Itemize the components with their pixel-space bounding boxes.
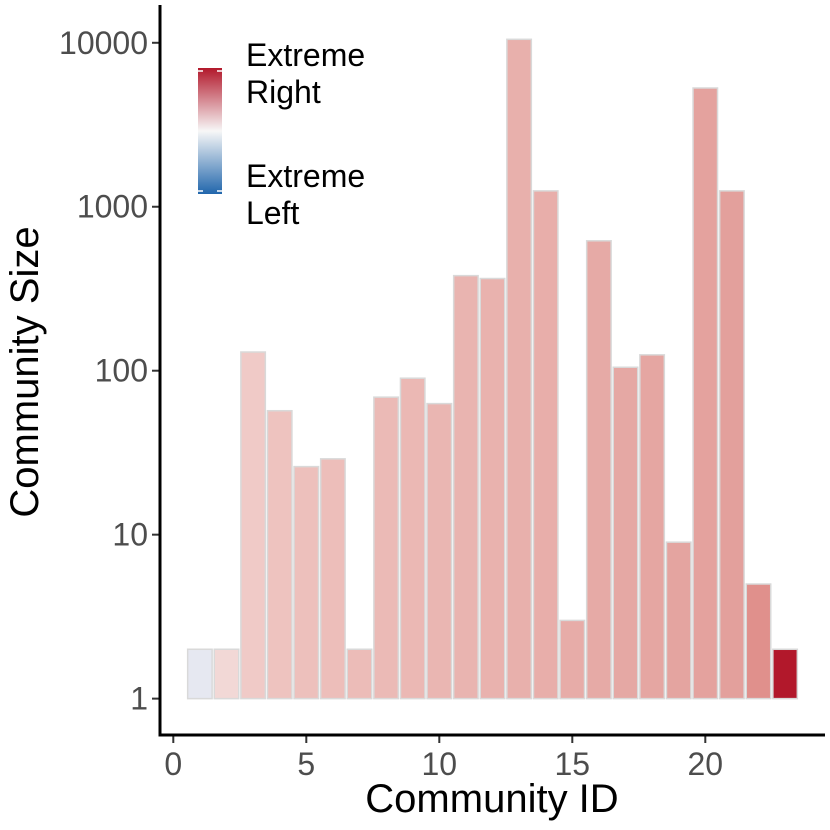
y-tick-label-1: 1: [130, 681, 148, 717]
bar-community-10: [426, 402, 453, 700]
legend-label-bottom: Extreme Left: [246, 158, 365, 231]
ticks-layer: 0 5 10 15 20 1 10 100 1000 10000: [59, 25, 723, 782]
x-tick-label-5: 5: [297, 746, 315, 782]
x-tick-label-15: 15: [555, 746, 591, 782]
bar-community-3: [240, 351, 267, 700]
bar-community-20: [692, 87, 719, 700]
axes-layer: [158, 5, 825, 737]
bars-layer: [186, 38, 799, 700]
legend: Extreme Right Extreme Left: [198, 37, 365, 231]
y-axis-title: Community Size: [3, 226, 47, 517]
bar-community-8: [373, 396, 400, 700]
bar-community-11: [452, 274, 479, 700]
bar-community-13: [506, 38, 533, 700]
x-tick-label-10: 10: [422, 746, 458, 782]
bar-community-4: [266, 409, 293, 700]
x-tick-label-0: 0: [164, 746, 182, 782]
y-tick-label-10: 10: [112, 517, 148, 553]
bar-community-15: [559, 619, 586, 700]
y-tick-label-1000: 1000: [77, 189, 148, 225]
bar-community-22: [745, 583, 772, 700]
legend-label-top: Extreme Right: [246, 37, 365, 110]
y-tick-label-10000: 10000: [59, 25, 148, 61]
bar-community-2: [213, 648, 240, 700]
y-tick-label-100: 100: [95, 353, 148, 389]
bar-community-6: [319, 458, 346, 700]
bar-community-18: [639, 354, 666, 700]
bar-community-14: [532, 190, 559, 700]
bar-community-19: [665, 541, 692, 700]
x-tick-label-20: 20: [688, 746, 724, 782]
x-axis-title: Community ID: [365, 777, 618, 821]
legend-colorbar: [198, 68, 222, 194]
bar-community-1: [186, 648, 213, 700]
bar-community-17: [612, 366, 639, 700]
bar-community-9: [399, 377, 426, 700]
bar-community-7: [346, 648, 373, 700]
bar-community-5: [293, 465, 320, 700]
bar-community-16: [585, 240, 612, 700]
bar-community-12: [479, 277, 506, 700]
bar-community-23: [772, 648, 799, 700]
bar-community-21: [718, 190, 745, 700]
